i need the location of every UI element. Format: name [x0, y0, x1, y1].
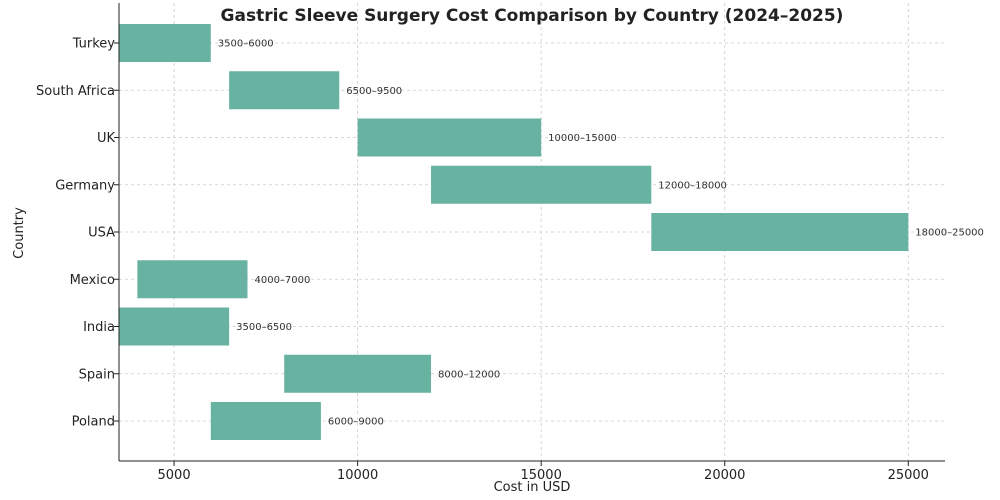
- bar-value-label: 18000–25000: [915, 228, 984, 239]
- y-tick-label: Turkey: [72, 37, 116, 52]
- x-tick-label: 15000: [520, 468, 561, 483]
- range-bar: [431, 165, 652, 204]
- range-bar: [119, 24, 211, 62]
- range-bar: [284, 354, 432, 393]
- x-tick-label: 5000: [158, 468, 191, 483]
- y-tick-label: South Africa: [36, 84, 115, 99]
- bar-value-label: 6000–9000: [328, 417, 384, 428]
- y-tick-label: UK: [97, 131, 116, 146]
- x-tick-label: 10000: [337, 468, 378, 483]
- bar-value-label: 8000–12000: [438, 369, 500, 380]
- y-tick-label: USA: [88, 226, 115, 241]
- bar-value-label: 3500–6500: [236, 322, 292, 333]
- range-bar: [651, 213, 909, 251]
- y-tick-label: India: [83, 320, 115, 335]
- y-tick-label: Poland: [72, 415, 115, 430]
- range-bar: [357, 118, 542, 157]
- x-axis-label: Cost in USD: [494, 480, 571, 495]
- bar-value-label: 4000–7000: [254, 275, 310, 286]
- x-tick-label: 20000: [704, 468, 745, 483]
- bar-value-label: 12000–18000: [658, 180, 727, 191]
- bar-value-label: 6500–9500: [346, 86, 402, 97]
- chart-title: Gastric Sleeve Surgery Cost Comparison b…: [221, 6, 844, 26]
- y-tick-label: Spain: [79, 367, 115, 382]
- axes: 5000 10000 15000 20000 25000 Turkey South Afri…: [36, 3, 945, 483]
- range-bar: [137, 260, 248, 299]
- y-tick-label: Germany: [55, 178, 115, 193]
- range-bar: [210, 402, 321, 440]
- range-bar: [119, 307, 230, 346]
- y-axis-label: Country: [12, 207, 27, 259]
- bars: 3500–6000 6500–9500 10000–15000 12000–18000…: [119, 24, 984, 440]
- range-bar: [229, 71, 340, 110]
- bar-value-label: 3500–6000: [218, 39, 274, 50]
- bar-value-label: 10000–15000: [548, 133, 617, 144]
- x-tick-label: 25000: [888, 468, 929, 483]
- y-tick-label: Mexico: [70, 273, 115, 288]
